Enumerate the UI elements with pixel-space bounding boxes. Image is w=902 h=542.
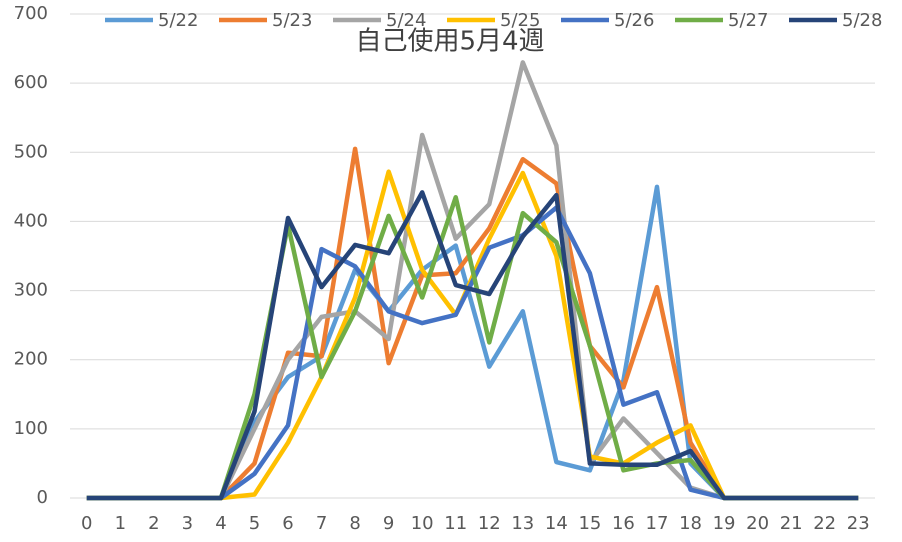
x-tick-label: 17 bbox=[646, 513, 669, 534]
legend-label: 5/27 bbox=[728, 10, 768, 31]
x-tick-label: 22 bbox=[813, 513, 836, 534]
x-tick-label: 11 bbox=[444, 513, 467, 534]
x-tick-label: 21 bbox=[780, 513, 803, 534]
series-line bbox=[86, 194, 859, 501]
legend-label: 5/23 bbox=[272, 10, 312, 31]
legend-label: 5/22 bbox=[158, 10, 198, 31]
y-tick-label: 700 bbox=[14, 3, 48, 24]
x-tick-label: 4 bbox=[215, 513, 226, 534]
x-tick-label: 3 bbox=[182, 513, 193, 534]
y-tick-label: 0 bbox=[37, 487, 48, 508]
x-tick-label: 10 bbox=[411, 513, 434, 534]
x-tick-label: 19 bbox=[713, 513, 736, 534]
legend-label: 5/25 bbox=[500, 10, 540, 31]
y-tick-label: 200 bbox=[14, 349, 48, 370]
legend-label: 5/26 bbox=[614, 10, 654, 31]
x-tick-label: 18 bbox=[679, 513, 702, 534]
x-tick-label: 20 bbox=[746, 513, 769, 534]
y-tick-label: 400 bbox=[14, 210, 48, 231]
x-tick-label: 0 bbox=[81, 513, 92, 534]
x-tick-label: 9 bbox=[383, 513, 394, 534]
x-tick-label: 7 bbox=[316, 513, 327, 534]
x-tick-label: 23 bbox=[847, 513, 870, 534]
x-tick-label: 2 bbox=[148, 513, 159, 534]
y-tick-label: 300 bbox=[14, 280, 48, 301]
x-tick-label: 15 bbox=[578, 513, 601, 534]
legend-label: 5/28 bbox=[842, 10, 882, 31]
chart-title: 自己使用5月4週 bbox=[355, 27, 544, 57]
legend-label: 5/24 bbox=[386, 10, 426, 31]
series-line bbox=[86, 190, 859, 501]
x-tick-label: 13 bbox=[511, 513, 534, 534]
x-tick-label: 16 bbox=[612, 513, 635, 534]
y-tick-label: 600 bbox=[14, 72, 48, 93]
y-tick-label: 100 bbox=[14, 418, 48, 439]
x-tick-label: 14 bbox=[545, 513, 568, 534]
x-tick-label: 1 bbox=[115, 513, 126, 534]
y-tick-label: 500 bbox=[14, 141, 48, 162]
x-tick-label: 12 bbox=[478, 513, 501, 534]
series-line bbox=[86, 146, 859, 501]
x-tick-label: 5 bbox=[249, 513, 260, 534]
x-tick-label: 6 bbox=[282, 513, 293, 534]
x-tick-label: 8 bbox=[349, 513, 360, 534]
series-line bbox=[86, 184, 859, 501]
